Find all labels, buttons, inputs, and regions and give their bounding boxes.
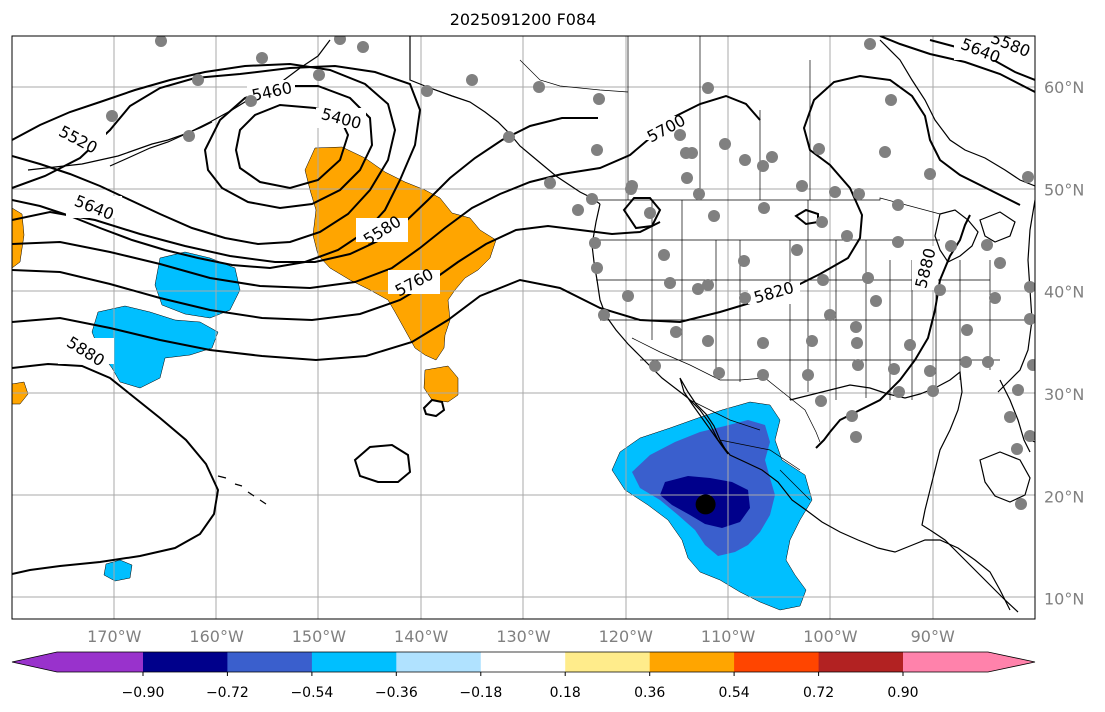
colorbar-tick-label: −0.72 (206, 685, 249, 701)
canada-us-border (596, 197, 941, 215)
us-states (596, 200, 1030, 400)
latitude-tick-label: 20°N (1044, 487, 1084, 506)
map-panel: 5460 5400 5520 5640 5580 5760 5880 5700 … (11, 35, 1036, 620)
canada-provinces (519, 36, 811, 200)
colorbar-segment (565, 652, 651, 672)
contour-5400 (234, 103, 350, 190)
colorbar-tick-label: 0.18 (550, 685, 581, 701)
contour-5520 (12, 62, 397, 246)
contour-5880-west (12, 362, 220, 575)
positive-anomaly-region (304, 146, 497, 361)
latitude-tick-label: 10°N (1044, 590, 1084, 609)
colorbar-segment (396, 652, 482, 672)
longitude-tick-label: 100°W (803, 627, 858, 646)
latitude-tick-label: 50°N (1044, 180, 1084, 199)
map-title: 2025091200 F084 (450, 10, 597, 29)
colorbar-tick-label: 0.90 (887, 685, 918, 701)
colorbar-segment (649, 652, 735, 672)
baja-california (679, 377, 729, 455)
contour-5820 (12, 74, 1021, 362)
colorbar-tick-label: −0.36 (375, 685, 418, 701)
colorbar-segment (311, 652, 397, 672)
colorbar-outline (11, 651, 1036, 673)
yucatan (979, 451, 1031, 503)
central-america (929, 529, 1019, 613)
longitude-tick-label: 120°W (599, 627, 654, 646)
colorbar-tick-label: −0.54 (290, 685, 333, 701)
latitude-tick-label: 40°N (1044, 283, 1084, 302)
colorbar: −0.90 −0.72 −0.54 −0.36 −0.18 0.18 0.36 0.54 0.7… (11, 651, 1036, 701)
longitude-tick-labels: 170°W 160°W 150°W 140°W 130°W 120°W 110°W 100°W… (87, 627, 955, 646)
gulf-coast (789, 370, 963, 531)
colorbar-tick-label: 0.36 (634, 685, 665, 701)
colorbar-tick-label: −0.18 (459, 685, 502, 701)
map-frame (11, 35, 1036, 620)
contour-small-loop-c (622, 197, 662, 230)
colorbar-segment (734, 652, 819, 672)
longitude-tick-label: 170°W (87, 627, 142, 646)
longitude-tick-label: 160°W (189, 627, 244, 646)
contour-northeast-b (879, 36, 1035, 93)
colorbar-segment (57, 652, 143, 672)
contour-small-loop-b (422, 398, 446, 418)
mexico-states (689, 399, 811, 501)
hudson-bay-west (879, 39, 1035, 187)
political-borders (409, 36, 1030, 501)
storm-center-marker (695, 494, 716, 515)
map-content: 5460 5400 5520 5640 5580 5760 5880 5700 … (12, 36, 1035, 619)
station-markers (106, 36, 1035, 510)
florida (999, 379, 1031, 453)
colorbar-segment (818, 652, 904, 672)
colorbar-segment (903, 652, 988, 672)
colorbar-tick-label: 0.54 (719, 685, 750, 701)
colorbar-segment (227, 652, 313, 672)
longitude-tick-label: 150°W (292, 627, 347, 646)
colorbar-tick-label: 0.72 (803, 685, 834, 701)
colorbar-over-extension (988, 652, 1035, 672)
colorbar-segment (143, 652, 228, 672)
longitude-tick-label: 130°W (496, 627, 551, 646)
contour-small-loop-a (353, 443, 412, 483)
positive-anomaly-west-edge (12, 207, 25, 269)
colorbar-tick-label: −0.90 (122, 685, 165, 701)
longitude-tick-label: 90°W (911, 627, 955, 646)
us-mexico-border (631, 337, 821, 443)
colorbar-segment (480, 652, 566, 672)
latitude-tick-labels: 60°N 50°N 40°N 30°N 20°N 10°N (1044, 78, 1084, 608)
contour-5580 (12, 64, 422, 270)
contour-label-halos (50, 36, 1030, 364)
latitude-tick-label: 30°N (1044, 385, 1084, 404)
longitude-tick-label: 110°W (701, 627, 756, 646)
longitude-tick-label: 140°W (394, 627, 449, 646)
great-lakes (934, 209, 1016, 263)
contour-5700 (12, 94, 761, 290)
alaska-canada-border (409, 36, 471, 103)
graticule (12, 36, 1035, 619)
latitude-tick-label: 60°N (1044, 78, 1084, 97)
hawaii-islands (217, 475, 267, 505)
